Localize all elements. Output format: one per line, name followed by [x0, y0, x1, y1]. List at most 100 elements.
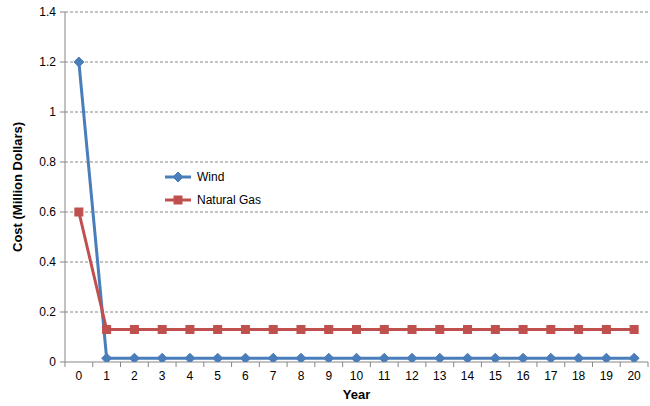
data-point: [241, 326, 249, 334]
data-point: [519, 326, 527, 334]
y-tick: [60, 362, 65, 363]
x-axis-label: Year: [343, 387, 370, 402]
data-point: [630, 326, 638, 334]
y-tick: [60, 62, 65, 63]
x-tick: [287, 362, 288, 367]
data-point: [213, 353, 223, 362]
legend-marker: [174, 196, 182, 204]
x-tick-label: 3: [159, 369, 166, 383]
x-tick-label: 17: [544, 369, 558, 383]
x-tick: [65, 362, 66, 367]
x-tick: [425, 362, 426, 367]
x-tick-label: 6: [242, 369, 249, 383]
x-tick: [370, 362, 371, 367]
data-point: [269, 326, 277, 334]
plot-area: [74, 57, 639, 362]
data-point: [380, 326, 388, 334]
x-tick: [620, 362, 621, 367]
data-point: [518, 353, 528, 362]
data-point: [575, 326, 583, 334]
x-tick-label: 9: [325, 369, 332, 383]
x-tick-label: 10: [350, 369, 364, 383]
data-point: [352, 353, 362, 362]
x-tick: [231, 362, 232, 367]
x-tick: [148, 362, 149, 367]
data-point: [574, 353, 584, 362]
data-point: [130, 326, 138, 334]
data-point: [129, 353, 139, 362]
data-point: [186, 326, 194, 334]
x-tick-label: 4: [187, 369, 194, 383]
grid-line: [65, 312, 648, 313]
series-line: [79, 62, 634, 358]
y-axis-label: Cost (Million Dollars): [10, 122, 25, 252]
x-tick: [481, 362, 482, 367]
x-tick: [509, 362, 510, 367]
data-point: [214, 326, 222, 334]
x-tick-label: 5: [214, 369, 221, 383]
grid-line: [65, 162, 648, 163]
y-tick-label: 0: [49, 355, 56, 369]
x-tick-label: 20: [627, 369, 641, 383]
x-tick-label: 2: [131, 369, 138, 383]
x-tick-label: 1: [103, 369, 110, 383]
y-tick-label: 0.2: [39, 305, 56, 319]
y-tick: [60, 312, 65, 313]
data-point: [379, 353, 389, 362]
x-tick: [92, 362, 93, 367]
data-point: [325, 326, 333, 334]
grid-line: [65, 262, 648, 263]
data-point: [407, 353, 417, 362]
legend-label: Natural Gas: [197, 193, 261, 207]
y-tick-label: 0.4: [39, 255, 56, 269]
data-point: [268, 353, 278, 362]
data-point: [102, 353, 112, 362]
data-point: [408, 326, 416, 334]
y-axis: [65, 12, 66, 362]
y-tick: [60, 262, 65, 263]
data-point: [296, 353, 306, 362]
data-point: [436, 326, 444, 334]
data-point: [490, 353, 500, 362]
data-point: [297, 326, 305, 334]
x-tick-label: 8: [298, 369, 305, 383]
y-tick-label: 1: [49, 105, 56, 119]
x-tick-label: 11: [378, 369, 391, 383]
data-point: [75, 208, 83, 216]
data-point: [491, 326, 499, 334]
chart-container: 00.20.40.60.811.21.401234567891011121314…: [0, 0, 650, 406]
data-point: [103, 326, 111, 334]
grid-line: [65, 12, 648, 13]
data-point: [435, 353, 445, 362]
data-point: [547, 326, 555, 334]
data-point: [463, 353, 473, 362]
x-tick: [176, 362, 177, 367]
y-tick: [60, 212, 65, 213]
x-tick-label: 12: [405, 369, 419, 383]
x-tick-label: 15: [489, 369, 503, 383]
data-point: [629, 353, 639, 362]
y-tick-label: 0.8: [39, 155, 56, 169]
x-tick: [453, 362, 454, 367]
x-tick: [120, 362, 121, 367]
y-tick-label: 0.6: [39, 205, 56, 219]
chart-svg: 00.20.40.60.811.21.401234567891011121314…: [0, 0, 650, 406]
y-tick: [60, 162, 65, 163]
x-tick-label: 16: [516, 369, 530, 383]
x-tick-label: 7: [270, 369, 277, 383]
x-tick: [536, 362, 537, 367]
data-point: [464, 326, 472, 334]
x-tick: [592, 362, 593, 367]
data-point: [74, 57, 84, 67]
grid-line: [65, 112, 648, 113]
x-tick-label: 19: [600, 369, 614, 383]
data-point: [546, 353, 556, 362]
data-point: [157, 353, 167, 362]
x-tick-label: 14: [461, 369, 475, 383]
x-tick: [259, 362, 260, 367]
series-line: [79, 212, 634, 330]
x-tick: [342, 362, 343, 367]
x-tick: [398, 362, 399, 367]
y-tick-label: 1.4: [39, 5, 56, 19]
y-tick-label: 1.2: [39, 55, 56, 69]
